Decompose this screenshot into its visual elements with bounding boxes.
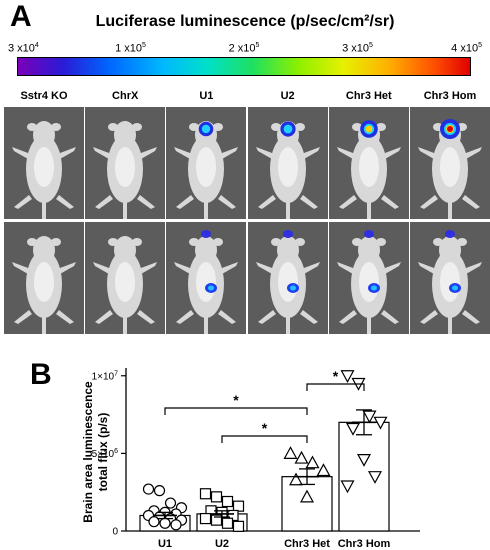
x-tick-label: Chr3 Hom bbox=[338, 538, 391, 550]
mouse-image-dorsal bbox=[4, 107, 84, 219]
colorbar-tick-label: 2 x105 bbox=[228, 42, 260, 55]
significance-star: * bbox=[262, 420, 268, 436]
data-point bbox=[316, 463, 331, 477]
mouse-image-dorsal bbox=[85, 107, 166, 219]
data-points-group bbox=[283, 446, 331, 503]
data-point bbox=[232, 500, 245, 512]
data-point bbox=[367, 471, 383, 484]
mouse-image-ventral bbox=[4, 222, 84, 334]
mouse-image-ventral bbox=[328, 222, 409, 334]
data-point bbox=[210, 491, 223, 503]
data-point bbox=[142, 483, 155, 495]
significance-bracket bbox=[306, 383, 365, 391]
data-point bbox=[373, 416, 388, 430]
data-point bbox=[232, 520, 245, 532]
colorbar-title: Luciferase luminescence (p/sec/cm²/sr) bbox=[95, 13, 395, 30]
significance-bracket bbox=[221, 435, 308, 443]
mouse-column-label: U2 bbox=[280, 90, 295, 102]
significance-bracket bbox=[164, 407, 308, 415]
colorbar-tick-label: 3 x105 bbox=[342, 42, 373, 55]
data-point bbox=[362, 410, 377, 424]
y-tick-label: 0 bbox=[112, 527, 118, 538]
y-tick-label: 1×107 bbox=[92, 370, 119, 382]
data-point bbox=[345, 422, 361, 436]
data-point bbox=[294, 450, 309, 464]
mouse-column-label: Chr3 Het bbox=[345, 90, 392, 102]
data-point bbox=[164, 497, 177, 509]
data-point bbox=[288, 472, 304, 486]
data-point bbox=[340, 480, 355, 494]
colorbar-tick-label: 3 x104 bbox=[8, 42, 39, 55]
data-point bbox=[305, 455, 320, 469]
mouse-column-label: ChrX bbox=[112, 90, 139, 102]
data-point bbox=[210, 514, 223, 526]
mouse-image-ventral bbox=[85, 222, 166, 334]
data-point bbox=[159, 517, 171, 529]
data-point bbox=[148, 516, 160, 528]
data-point bbox=[221, 495, 234, 508]
luminescence-colorbar bbox=[17, 57, 471, 76]
mouse-image-dorsal bbox=[247, 107, 328, 219]
data-point bbox=[299, 489, 315, 503]
mouse-image-dorsal bbox=[328, 107, 409, 219]
y-axis-label: Brain area luminescencetotal flux (p/s) bbox=[81, 381, 110, 523]
mouse-column-label: Chr3 Hom bbox=[423, 90, 477, 102]
significance-star: * bbox=[233, 392, 239, 408]
data-point bbox=[199, 512, 212, 525]
x-tick-label: U1 bbox=[158, 538, 172, 550]
data-point bbox=[199, 488, 212, 500]
colorbar-tick-label: 1 x105 bbox=[115, 42, 146, 55]
x-tick-label: Chr3 Het bbox=[284, 538, 330, 550]
bar bbox=[281, 476, 333, 532]
mouse-image-dorsal bbox=[410, 107, 490, 219]
panel-a-letter: A bbox=[10, 0, 32, 33]
mouse-image-dorsal bbox=[166, 107, 247, 219]
mouse-image-ventral bbox=[166, 222, 247, 334]
data-point bbox=[356, 453, 372, 467]
x-tick-label: U2 bbox=[215, 538, 229, 550]
data-point bbox=[153, 485, 166, 497]
data-point bbox=[170, 519, 182, 531]
data-point bbox=[221, 517, 234, 529]
y-tick-label: 5×106 bbox=[92, 448, 119, 460]
panel-b-letter: B bbox=[30, 358, 52, 391]
data-points-group bbox=[142, 483, 188, 531]
bar bbox=[338, 421, 390, 532]
significance-star: * bbox=[333, 368, 339, 384]
mouse-image-ventral bbox=[410, 222, 490, 334]
colorbar-tick-label: 4 x105 bbox=[451, 42, 482, 55]
mouse-column-label: U1 bbox=[199, 90, 214, 102]
mouse-column-label: Sstr4 KO bbox=[20, 90, 68, 102]
data-point bbox=[340, 370, 355, 384]
mouse-image-ventral bbox=[247, 222, 328, 334]
data-point bbox=[283, 446, 298, 459]
